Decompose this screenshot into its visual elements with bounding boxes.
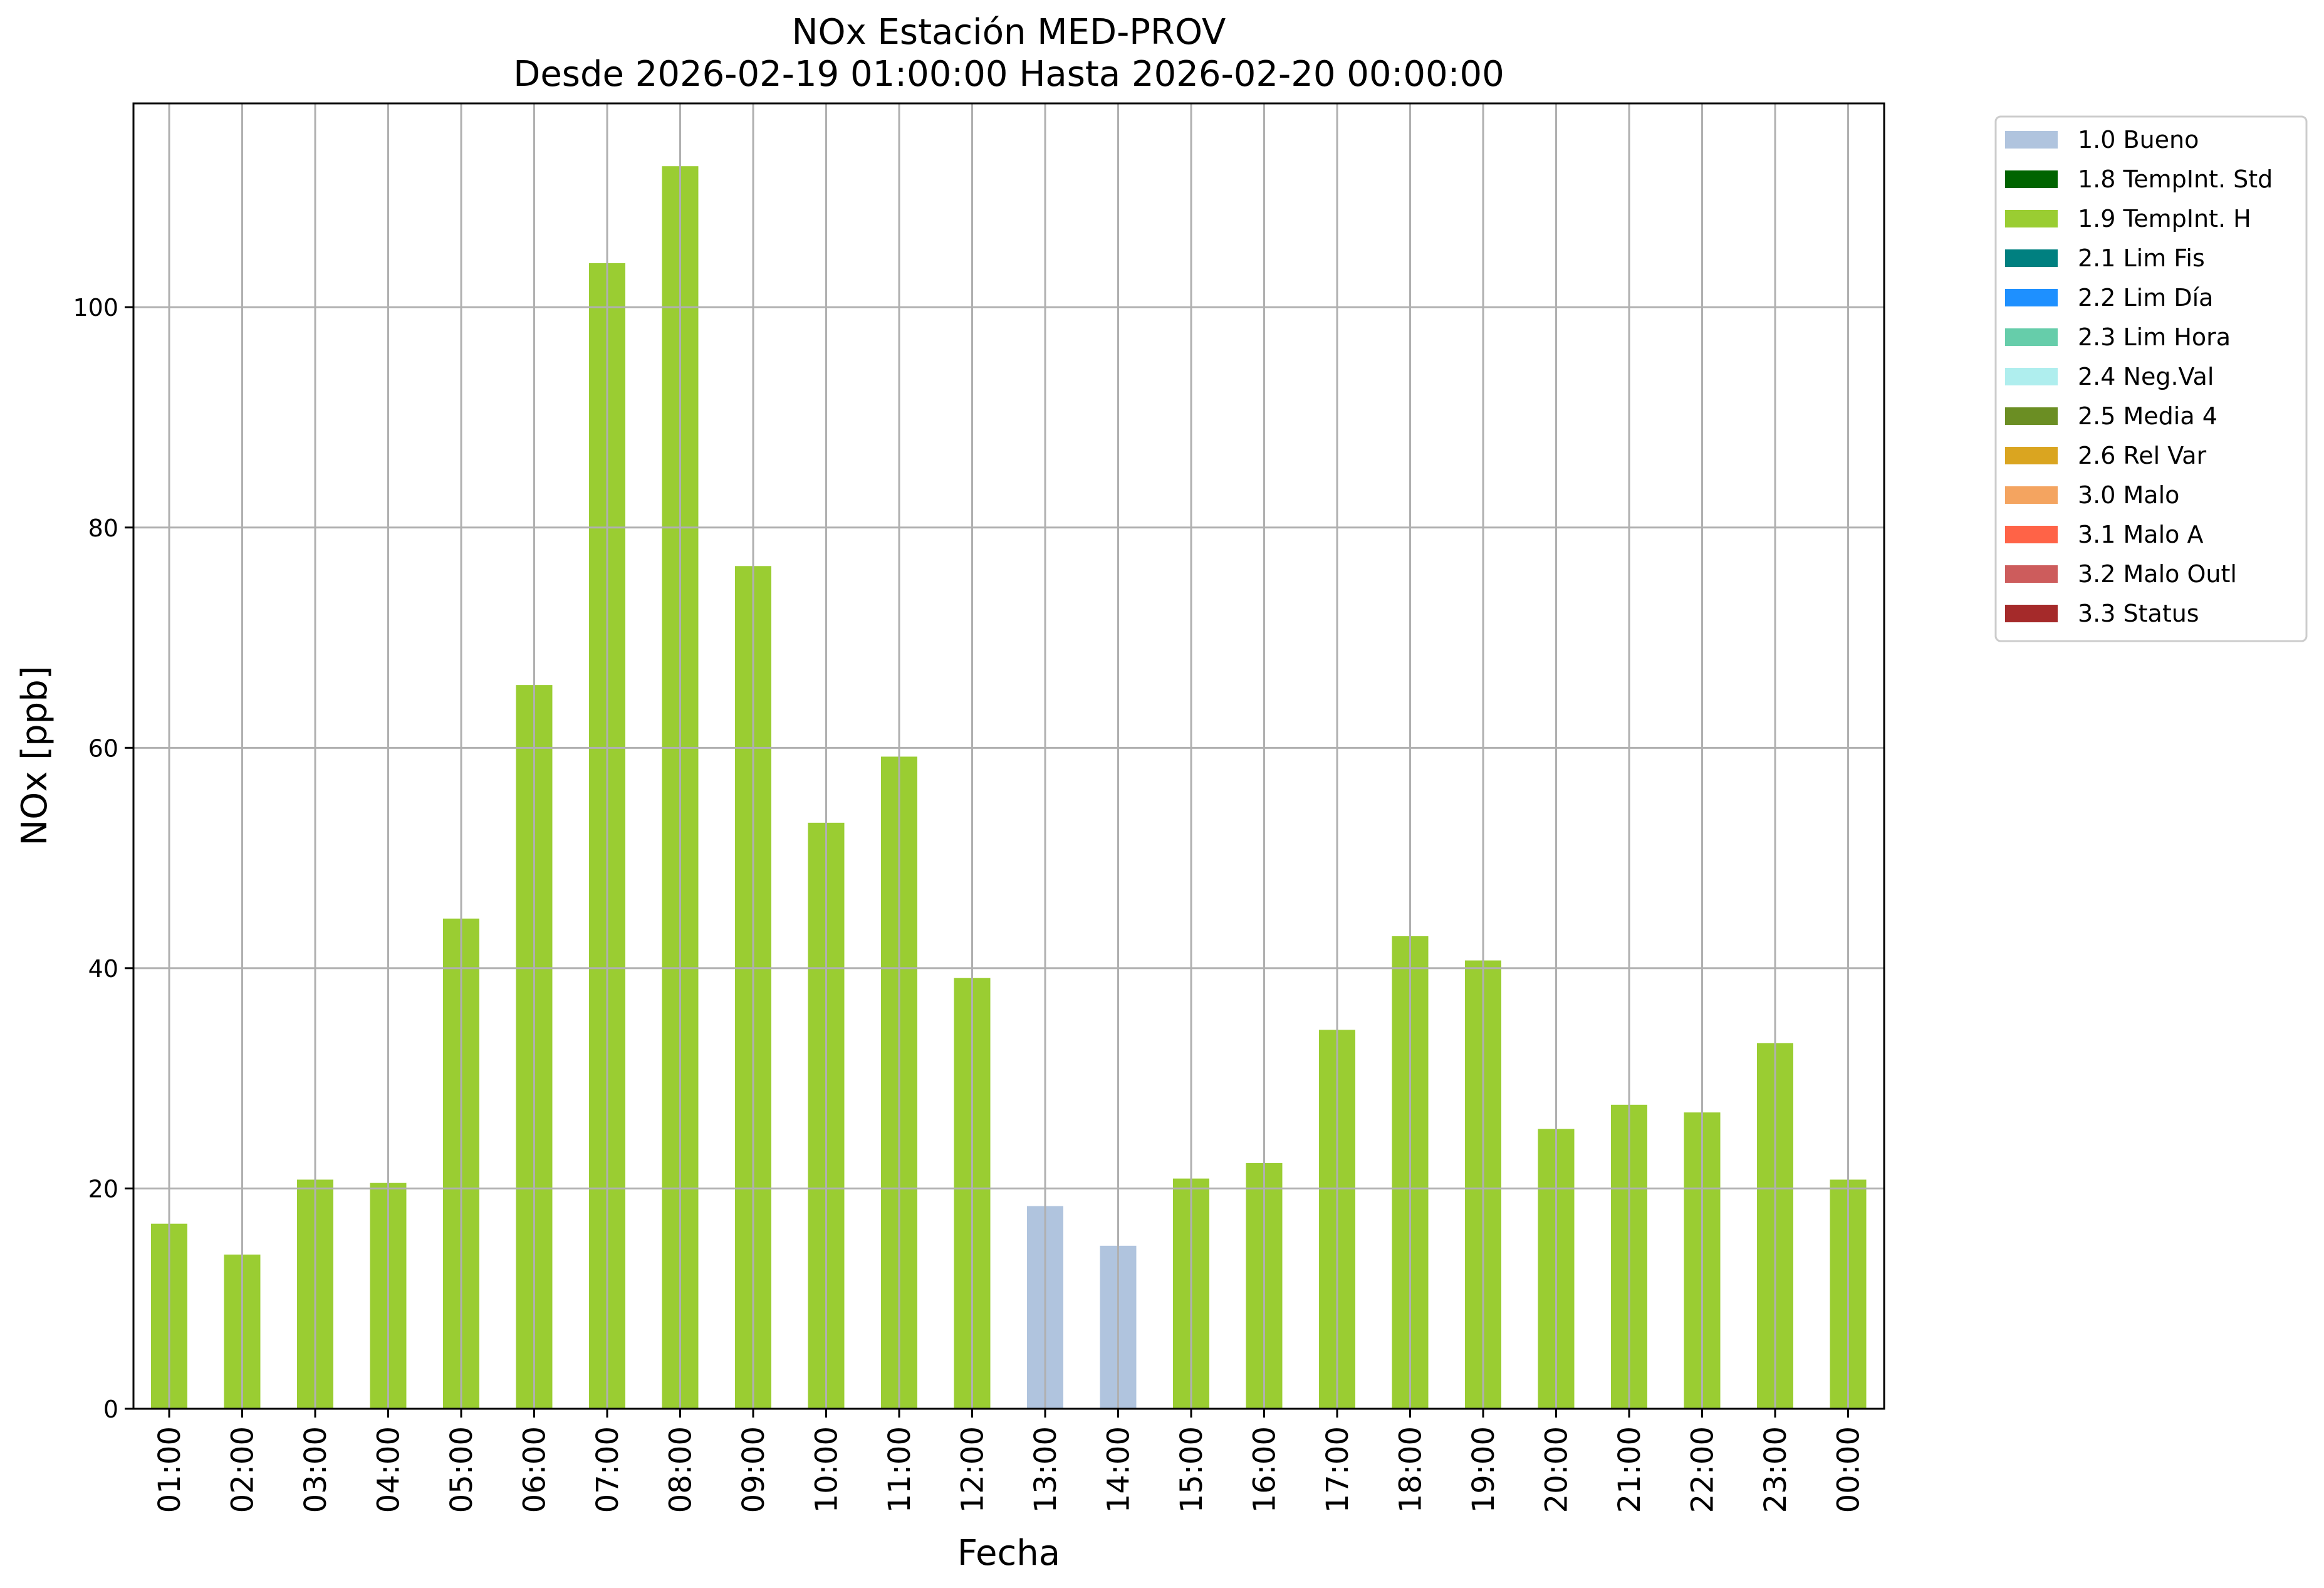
y-tick-label: 60 bbox=[88, 734, 118, 762]
chart-subtitle: Desde 2026-02-19 01:00:00 Hasta 2026-02-… bbox=[513, 54, 1504, 95]
legend-swatch bbox=[2005, 605, 2058, 622]
legend-label: 2.2 Lim Día bbox=[2078, 284, 2213, 311]
legend-swatch bbox=[2005, 407, 2058, 425]
chart-title: NOx Estación MED-PROV bbox=[792, 12, 1226, 53]
legend-label: 1.9 TempInt. H bbox=[2078, 205, 2251, 232]
legend-swatch bbox=[2005, 447, 2058, 464]
x-tick-label: 22:00 bbox=[1686, 1426, 1721, 1513]
y-tick-label: 80 bbox=[88, 515, 118, 542]
x-tick-label: 15:00 bbox=[1174, 1426, 1209, 1513]
legend-swatch bbox=[2005, 328, 2058, 346]
legend-label: 2.5 Media 4 bbox=[2078, 402, 2217, 430]
legend-label: 2.3 Lim Hora bbox=[2078, 323, 2231, 351]
x-tick-label: 03:00 bbox=[298, 1426, 333, 1513]
y-tick-label: 40 bbox=[88, 955, 118, 983]
grid-lines bbox=[133, 103, 1884, 1410]
legend-label: 3.0 Malo bbox=[2078, 481, 2179, 509]
x-axis: 01:00 02:00 03:00 04:00 05:00 06:00 07:00 08:00… bbox=[152, 1409, 1867, 1513]
legend-swatch bbox=[2005, 565, 2058, 583]
legend-swatch bbox=[2005, 289, 2058, 306]
plot-frame bbox=[132, 102, 1885, 1410]
x-tick-label: 04:00 bbox=[372, 1426, 407, 1513]
legend-swatch bbox=[2005, 526, 2058, 543]
legend-swatch bbox=[2005, 210, 2058, 227]
legend-label: 3.2 Malo Outl bbox=[2078, 560, 2237, 588]
y-axis: 0 20 40 60 80 100 bbox=[73, 294, 133, 1423]
x-tick-label: 10:00 bbox=[810, 1426, 845, 1513]
x-tick-label: 17:00 bbox=[1320, 1426, 1355, 1513]
x-tick-label: 05:00 bbox=[444, 1426, 479, 1513]
x-tick-label: 16:00 bbox=[1248, 1426, 1283, 1513]
legend: 1.0 Bueno 1.8 TempInt. Std 1.9 TempInt. H 2… bbox=[1994, 115, 2308, 642]
plot-area bbox=[133, 103, 1884, 1409]
x-tick-label: 11:00 bbox=[882, 1426, 917, 1513]
legend-swatch bbox=[2005, 368, 2058, 385]
legend-label: 2.1 Lim Fis bbox=[2078, 244, 2205, 272]
legend-label: 2.6 Rel Var bbox=[2078, 442, 2207, 469]
x-tick-label: 01:00 bbox=[152, 1426, 187, 1513]
legend-swatch bbox=[2005, 131, 2058, 149]
x-tick-label: 19:00 bbox=[1466, 1426, 1501, 1513]
legend-label: 1.8 TempInt. Std bbox=[2078, 165, 2273, 193]
x-tick-label: 12:00 bbox=[956, 1426, 991, 1513]
legend-label: 3.1 Malo A bbox=[2078, 521, 2203, 548]
legend-label: 3.3 Status bbox=[2078, 600, 2199, 627]
legend-box bbox=[1994, 115, 2308, 642]
x-tick-label: 18:00 bbox=[1394, 1426, 1429, 1513]
x-tick-label: 14:00 bbox=[1102, 1426, 1137, 1513]
x-tick-label: 13:00 bbox=[1028, 1426, 1063, 1513]
legend-swatch bbox=[2005, 249, 2058, 267]
y-axis-label: NOx [ppb] bbox=[14, 666, 55, 845]
x-tick-label: 20:00 bbox=[1540, 1426, 1575, 1513]
x-tick-label: 00:00 bbox=[1832, 1426, 1867, 1513]
x-tick-label: 02:00 bbox=[226, 1426, 261, 1513]
x-tick-label: 07:00 bbox=[590, 1426, 625, 1513]
y-tick-label: 0 bbox=[103, 1396, 118, 1423]
legend-label: 1.0 Bueno bbox=[2078, 126, 2199, 154]
x-tick-label: 21:00 bbox=[1612, 1426, 1647, 1513]
y-tick-label: 100 bbox=[73, 294, 118, 321]
legend-swatch bbox=[2005, 486, 2058, 504]
x-tick-label: 23:00 bbox=[1758, 1426, 1793, 1513]
x-axis-label: Fecha bbox=[957, 1533, 1060, 1574]
legend-label: 2.4 Neg.Val bbox=[2078, 363, 2214, 390]
legend-swatch bbox=[2005, 170, 2058, 188]
x-tick-label: 08:00 bbox=[664, 1426, 699, 1513]
x-tick-label: 06:00 bbox=[518, 1426, 553, 1513]
x-tick-label: 09:00 bbox=[736, 1426, 771, 1513]
y-tick-label: 20 bbox=[88, 1175, 118, 1203]
